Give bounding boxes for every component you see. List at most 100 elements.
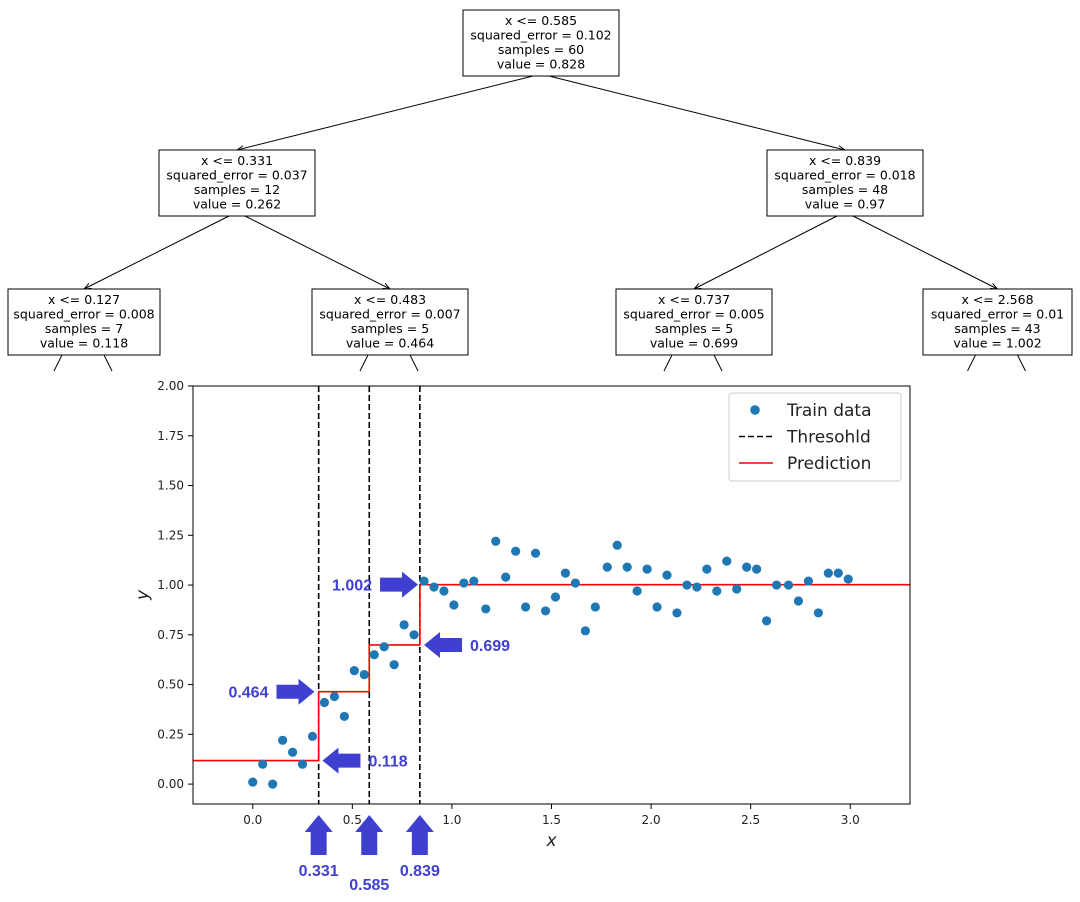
tree-edge-L-LR <box>244 215 390 289</box>
tree-node-line: value = 1.002 <box>953 336 1041 351</box>
train-data-point <box>278 735 288 745</box>
tree-node-line: x <= 0.483 <box>354 292 426 307</box>
tree-stub-left <box>53 354 63 372</box>
x-tick-label: 0.0 <box>243 813 262 827</box>
train-data-point <box>439 586 449 596</box>
tree-edge-root-L <box>237 75 534 150</box>
train-data-point <box>369 650 379 660</box>
y-tick-label: 1.75 <box>157 429 184 443</box>
train-data-point <box>268 779 278 789</box>
train-data-point <box>258 759 268 769</box>
y-tick-label: 1.50 <box>157 479 184 493</box>
tree-node-box <box>766 149 924 217</box>
train-data-point <box>672 608 682 618</box>
train-data-point <box>662 570 672 580</box>
annotation-label: 1.002 <box>332 578 372 595</box>
tree-node-line: samples = 7 <box>45 321 123 336</box>
train-data-point <box>823 568 833 578</box>
tree-node-line: value = 0.464 <box>346 336 434 351</box>
train-data-point <box>682 580 692 590</box>
tree-node-line: x <= 0.839 <box>809 153 881 168</box>
train-data-point <box>712 586 722 596</box>
legend-label: Prediction <box>787 454 871 474</box>
train-data-point <box>793 596 804 606</box>
tree-node-line: samples = 43 <box>954 321 1040 336</box>
x-tick-label: 2.5 <box>741 813 760 827</box>
train-data-point <box>481 604 491 614</box>
train-data-point <box>399 620 409 630</box>
train-data-point <box>702 564 712 574</box>
tree-stub-left <box>663 354 673 372</box>
tree-node-line: samples = 48 <box>802 182 888 197</box>
x-axis-label: x <box>545 831 557 851</box>
annotation-arrow-left-icon <box>424 631 463 658</box>
tree-node-line: value = 0.97 <box>805 197 885 212</box>
tree-node-line: squared_error = 0.01 <box>931 307 1064 322</box>
train-data-point <box>349 666 359 676</box>
annotation-arrow-up-icon <box>355 815 384 855</box>
annotation-label: 0.585 <box>349 877 389 894</box>
train-data-point <box>419 576 429 586</box>
train-data-point <box>642 564 652 574</box>
train-data-point <box>359 670 369 680</box>
tree-stub-right <box>1017 354 1026 372</box>
train-data-point <box>803 576 814 586</box>
legend: Train data Thresohld Prediction <box>728 392 902 482</box>
regression-chart: 0.0 0.5 1.0 1.5 2.0 2.5 3.0 0.00 0.25 0.50 0.75 1.0… <box>133 379 911 894</box>
train-data-point <box>590 602 600 612</box>
train-data-point <box>612 540 622 550</box>
y-tick-label: 0.50 <box>157 678 184 692</box>
tree-node-line: x <= 0.127 <box>48 292 120 307</box>
train-data-point <box>491 536 501 546</box>
y-tick-label: 0.75 <box>157 628 184 642</box>
tree-node-line: squared_error = 0.008 <box>13 307 154 322</box>
y-tick-label: 1.25 <box>157 528 184 542</box>
tree-node-line: x <= 0.585 <box>505 13 577 28</box>
train-data-point <box>521 602 531 612</box>
tree-node-line: squared_error = 0.018 <box>774 168 915 183</box>
tree-stub-right <box>713 354 723 372</box>
tree-edge-R-RR <box>852 215 998 289</box>
y-tick-label: 1.00 <box>157 578 184 592</box>
tree-edge-R-RL <box>694 215 838 289</box>
tree-node-line: squared_error = 0.037 <box>166 168 307 183</box>
train-data-point <box>833 568 843 578</box>
annotation-arrow-up-icon <box>304 815 333 855</box>
annotation-arrow-right-icon <box>380 571 419 598</box>
annotation-label: 0.331 <box>299 863 339 880</box>
train-data-point <box>560 568 571 578</box>
tree-node-box <box>7 288 161 356</box>
train-data-point <box>762 616 772 626</box>
train-data-point <box>469 576 479 586</box>
tree-edge-L-LL <box>84 215 230 289</box>
legend-marker-icon <box>750 405 760 415</box>
tree-node-box <box>615 288 773 356</box>
tree-node-line: value = 0.828 <box>497 57 585 72</box>
train-data-point <box>602 562 612 572</box>
train-data-point <box>511 546 521 556</box>
legend-label: Thresohld <box>786 428 871 448</box>
train-data-point <box>732 584 742 594</box>
train-data-point <box>771 580 782 590</box>
train-data-point <box>540 606 551 616</box>
tree-node-line: samples = 5 <box>351 321 429 336</box>
x-tick-label: 1.0 <box>442 813 461 827</box>
y-tick-label: 0.25 <box>157 727 184 741</box>
train-data-point <box>580 626 590 636</box>
x-tick-label: 3.0 <box>841 813 860 827</box>
tree-stub-right <box>409 354 419 372</box>
tree-stub-left <box>359 354 369 372</box>
train-data-point <box>622 562 632 572</box>
x-tick-label: 2.0 <box>642 813 661 827</box>
train-data-point <box>429 582 439 592</box>
tree-node-line: samples = 5 <box>655 321 733 336</box>
annotation-arrow-right-icon <box>276 678 315 705</box>
y-tick-label: 0.00 <box>157 777 184 791</box>
tree-stub-right <box>103 354 113 372</box>
